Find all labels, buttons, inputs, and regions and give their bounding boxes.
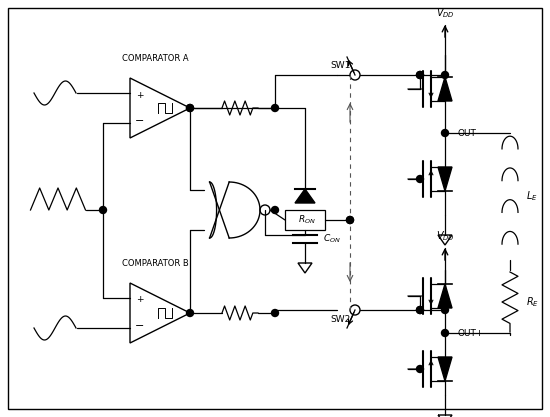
Text: $V_{DD}$: $V_{DD}$ <box>436 6 454 20</box>
Text: $L_E$: $L_E$ <box>526 189 538 203</box>
Text: SW1: SW1 <box>330 60 350 70</box>
Text: −: − <box>135 116 145 126</box>
Circle shape <box>442 130 448 136</box>
Circle shape <box>272 206 278 214</box>
Circle shape <box>416 306 424 314</box>
Polygon shape <box>438 284 452 308</box>
Polygon shape <box>438 77 452 101</box>
Circle shape <box>186 105 194 111</box>
Circle shape <box>100 206 107 214</box>
Polygon shape <box>438 167 452 191</box>
Circle shape <box>272 105 278 111</box>
Text: +: + <box>136 296 144 304</box>
Text: $R_{ON}$: $R_{ON}$ <box>298 214 316 226</box>
Circle shape <box>272 309 278 317</box>
Circle shape <box>442 329 448 337</box>
Text: $R_E$: $R_E$ <box>526 295 539 309</box>
Text: $V_{DD}$: $V_{DD}$ <box>436 229 454 243</box>
Text: $C_{ON}$: $C_{ON}$ <box>323 233 341 245</box>
Circle shape <box>186 309 194 317</box>
Circle shape <box>416 71 424 78</box>
Circle shape <box>346 216 354 224</box>
Text: OUT+: OUT+ <box>457 329 483 337</box>
Circle shape <box>442 71 448 78</box>
Text: SW2: SW2 <box>330 316 350 324</box>
Text: OUT-: OUT- <box>457 128 478 138</box>
Text: COMPARATOR A: COMPARATOR A <box>122 53 188 63</box>
Circle shape <box>416 71 424 78</box>
Text: −: − <box>135 321 145 331</box>
Circle shape <box>416 365 424 372</box>
Polygon shape <box>295 189 315 203</box>
Circle shape <box>416 176 424 183</box>
Circle shape <box>186 105 194 111</box>
Bar <box>285 210 325 230</box>
Circle shape <box>442 306 448 314</box>
Text: +: + <box>136 90 144 100</box>
Circle shape <box>416 306 424 314</box>
Text: COMPARATOR B: COMPARATOR B <box>122 259 188 267</box>
Circle shape <box>346 216 354 224</box>
Polygon shape <box>438 357 452 381</box>
